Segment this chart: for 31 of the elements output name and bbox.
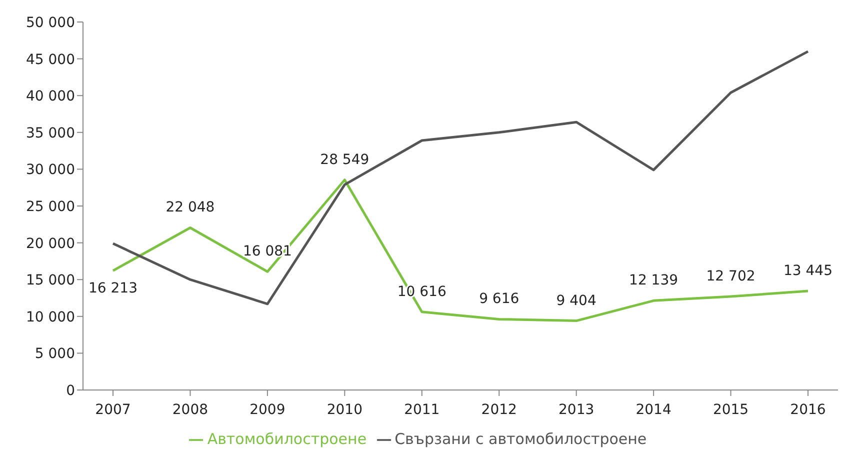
x-tick-label: 2014	[636, 402, 672, 418]
x-tick-label: 2015	[712, 402, 749, 418]
y-tick-label: 0	[66, 382, 75, 399]
data-label: 12 139	[629, 272, 678, 289]
y-tick-label: 5 000	[34, 346, 75, 362]
x-tick-label: 2013	[558, 402, 594, 418]
y-tick-label: 45 000	[26, 52, 75, 68]
y-tick-label: 15 000	[26, 272, 75, 289]
x-tick-label: 2016	[790, 402, 826, 418]
data-label: 13 445	[784, 263, 832, 280]
y-tick-label: 10 000	[26, 309, 75, 326]
data-label: 22 048	[166, 200, 215, 216]
data-label: 9 616	[479, 291, 520, 308]
data-label: 16 213	[88, 280, 138, 297]
data-label: 28 549	[320, 152, 370, 168]
x-tick-label: 2009	[250, 402, 286, 418]
data-label: 9 404	[556, 292, 596, 309]
y-tick-label: 25 000	[26, 198, 75, 215]
y-tick-label: 30 000	[26, 162, 75, 178]
x-tick-label: 2008	[172, 402, 208, 418]
x-tick-label: 2010	[326, 402, 362, 418]
legend-label: Автомобилостроене	[207, 430, 367, 448]
y-tick-label: 20 000	[26, 236, 75, 252]
x-tick-label: 2011	[404, 402, 440, 418]
x-tick-label: 2012	[481, 402, 517, 418]
y-tick-label: 50 000	[26, 14, 75, 31]
data-label: 12 702	[706, 268, 756, 285]
y-tick-label: 35 000	[26, 125, 75, 142]
legend-label: Свързани с автомобилостроене	[394, 430, 647, 448]
y-tick-label: 40 000	[26, 88, 75, 105]
x-tick-label: 2007	[95, 402, 131, 418]
